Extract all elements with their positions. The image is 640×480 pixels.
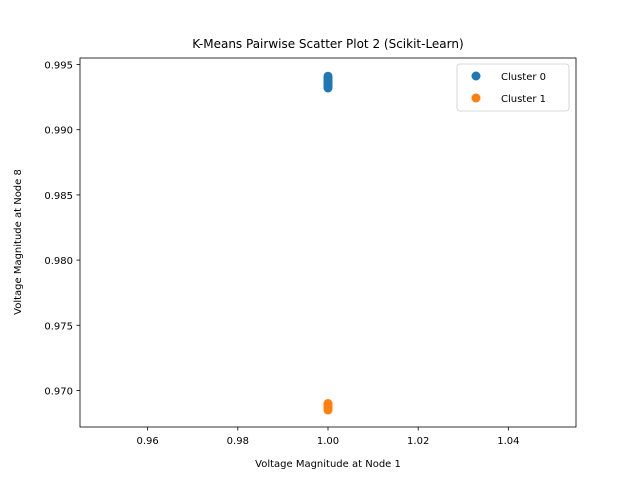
- x-tick-label: 1.04: [497, 436, 519, 447]
- y-tick-label: 0.980: [44, 256, 73, 267]
- legend-label-cluster-1: Cluster 1: [501, 94, 546, 105]
- y-tick-label: 0.985: [44, 191, 73, 202]
- x-tick-label: 0.98: [227, 436, 249, 447]
- y-tick-label: 0.995: [44, 61, 73, 72]
- y-tick-label: 0.990: [44, 126, 73, 137]
- y-tick-label: 0.975: [44, 321, 73, 332]
- x-tick-label: 1.00: [317, 436, 339, 447]
- x-tick-label: 1.02: [407, 436, 429, 447]
- legend-marker-cluster-1: [471, 93, 481, 103]
- x-axis-label: Voltage Magnitude at Node 1: [255, 459, 401, 470]
- data-point-cluster-0: [323, 83, 333, 93]
- x-tick-label: 0.96: [137, 436, 159, 447]
- data-point-cluster-1: [323, 405, 333, 415]
- legend-marker-cluster-0: [471, 71, 481, 81]
- legend: Cluster 0 Cluster 1: [456, 63, 570, 112]
- x-axis: 0.96 0.98 1.00 1.02 1.04: [137, 427, 519, 447]
- legend-box: [456, 63, 570, 112]
- y-axis-label: Voltage Magnitude at Node 8: [13, 169, 24, 315]
- data-point-cluster-0: [323, 73, 333, 83]
- y-tick-label: 0.970: [44, 386, 73, 397]
- chart-title: K-Means Pairwise Scatter Plot 2 (Scikit-…: [192, 37, 463, 51]
- data-points: [323, 71, 333, 415]
- y-axis: 0.970 0.975 0.980 0.985 0.990 0.995: [44, 61, 80, 397]
- legend-label-cluster-0: Cluster 0: [501, 72, 546, 83]
